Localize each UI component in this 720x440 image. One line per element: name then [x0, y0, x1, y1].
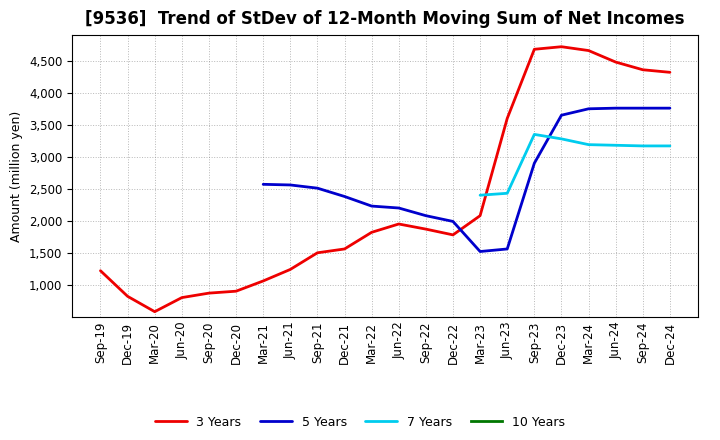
5 Years: [503, 246, 511, 252]
7 Years: [530, 132, 539, 137]
5 Years: [665, 106, 674, 111]
3 Years: [341, 246, 349, 252]
7 Years: [639, 143, 647, 149]
3 Years: [503, 116, 511, 121]
3 Years: [150, 309, 159, 314]
7 Years: [584, 142, 593, 147]
Title: [9536]  Trend of StDev of 12-Month Moving Sum of Net Incomes: [9536] Trend of StDev of 12-Month Moving…: [86, 10, 685, 28]
5 Years: [286, 182, 294, 187]
3 Years: [232, 289, 240, 294]
5 Years: [530, 161, 539, 166]
3 Years: [665, 70, 674, 75]
3 Years: [259, 279, 268, 284]
3 Years: [584, 48, 593, 53]
3 Years: [476, 213, 485, 218]
3 Years: [639, 67, 647, 73]
5 Years: [557, 113, 566, 118]
7 Years: [503, 191, 511, 196]
5 Years: [341, 194, 349, 199]
7 Years: [476, 193, 485, 198]
Y-axis label: Amount (million yen): Amount (million yen): [10, 110, 23, 242]
7 Years: [557, 136, 566, 142]
5 Years: [639, 106, 647, 111]
3 Years: [449, 232, 457, 238]
Line: 5 Years: 5 Years: [264, 108, 670, 252]
3 Years: [611, 59, 620, 65]
7 Years: [611, 143, 620, 148]
3 Years: [530, 47, 539, 52]
3 Years: [123, 293, 132, 299]
3 Years: [421, 227, 430, 232]
5 Years: [395, 205, 403, 211]
3 Years: [395, 221, 403, 227]
7 Years: [665, 143, 674, 149]
5 Years: [259, 182, 268, 187]
3 Years: [313, 250, 322, 256]
3 Years: [286, 267, 294, 272]
5 Years: [476, 249, 485, 254]
3 Years: [96, 268, 105, 273]
5 Years: [313, 186, 322, 191]
5 Years: [367, 203, 376, 209]
3 Years: [557, 44, 566, 49]
5 Years: [421, 213, 430, 218]
5 Years: [449, 219, 457, 224]
Legend: 3 Years, 5 Years, 7 Years, 10 Years: 3 Years, 5 Years, 7 Years, 10 Years: [150, 411, 570, 434]
Line: 7 Years: 7 Years: [480, 134, 670, 195]
3 Years: [178, 295, 186, 300]
5 Years: [584, 106, 593, 111]
3 Years: [204, 290, 213, 296]
5 Years: [611, 106, 620, 111]
3 Years: [367, 230, 376, 235]
Line: 3 Years: 3 Years: [101, 47, 670, 312]
